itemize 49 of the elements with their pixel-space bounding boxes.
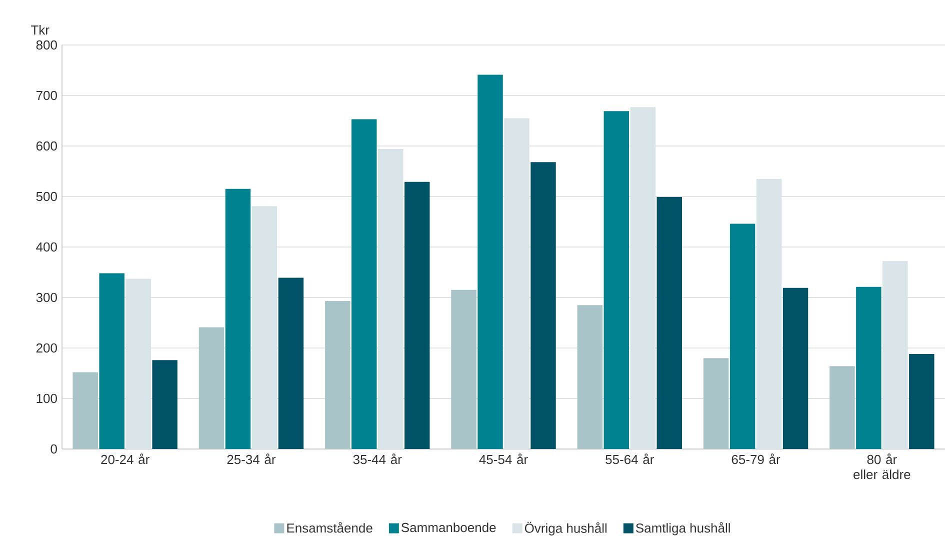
bar [152, 360, 178, 449]
bar [378, 149, 404, 449]
legend-label: Övriga hushåll [524, 522, 607, 536]
bar [604, 111, 630, 449]
y-tick-label: 800 [36, 40, 57, 50]
bar [126, 278, 151, 449]
legend-label: Sammanboende [402, 522, 496, 532]
bar [504, 118, 530, 449]
x-tick-label: 45-54 år [479, 454, 528, 464]
bar [782, 288, 808, 449]
legend-label: Samtliga hushåll [636, 522, 730, 536]
y-tick-label: 500 [36, 192, 57, 202]
bar [756, 178, 782, 449]
bar [630, 107, 656, 449]
bar [656, 196, 682, 449]
x-tick-label: 65-79 år [732, 454, 780, 464]
legend-label: Ensamstående [287, 522, 372, 533]
y-tick-label: 700 [36, 90, 57, 100]
y-tick-label: 0 [50, 444, 57, 454]
bar [478, 74, 503, 449]
y-tick-label: 200 [36, 343, 57, 353]
y-tick-label: 100 [36, 394, 57, 404]
bar [830, 366, 855, 449]
bar [352, 119, 377, 449]
y-tick-label: 600 [36, 141, 57, 151]
bar [252, 206, 278, 449]
bar [198, 327, 224, 449]
bar [404, 182, 430, 449]
bar [882, 261, 908, 449]
bar [72, 372, 98, 449]
bar [278, 278, 304, 449]
bar [909, 354, 934, 449]
bar [530, 162, 556, 449]
bar [225, 188, 251, 449]
bar [856, 286, 882, 449]
bar [325, 301, 350, 449]
y-tick-label: 400 [36, 242, 57, 252]
x-tick-label: 20-24 år [101, 454, 150, 464]
x-tick-label: 55-64 år [606, 454, 654, 464]
bar [730, 224, 756, 449]
bar [577, 305, 603, 449]
bar [451, 290, 476, 449]
bar [99, 273, 124, 449]
y-tick-label: 300 [36, 292, 57, 302]
bar [703, 358, 729, 449]
y-axis-title: Tkr [31, 25, 50, 34]
x-tick-label: 25-34 år [227, 454, 276, 464]
x-tick-label: 80 år eller äldre [854, 454, 910, 480]
x-tick-label: 35-44 år [353, 454, 402, 464]
